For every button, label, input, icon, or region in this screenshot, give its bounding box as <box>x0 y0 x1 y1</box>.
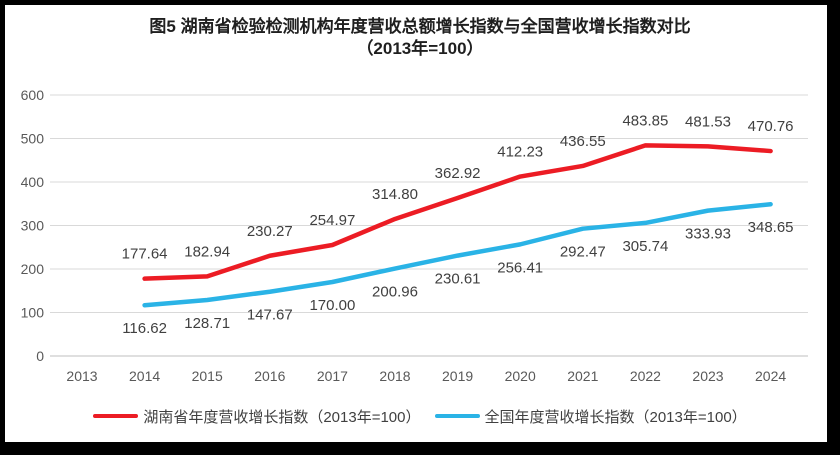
y-axis-tick-label: 600 <box>21 87 45 103</box>
x-axis-tick-label: 2021 <box>567 368 598 384</box>
point-label-1: 305.74 <box>622 238 668 255</box>
point-label-0: 481.53 <box>685 113 731 130</box>
series-line-0 <box>142 143 773 281</box>
x-axis-tick-label: 2013 <box>66 368 97 384</box>
x-axis-tick-label: 2014 <box>129 368 160 384</box>
national-series-line-swatch <box>434 413 480 419</box>
hunan-series-label: 湖南省年度营收增长指数（2013年=100） <box>143 408 421 426</box>
point-label-0: 436.55 <box>560 133 606 150</box>
y-axis-tick-label: 400 <box>21 174 45 190</box>
y-axis-tick-label: 0 <box>36 348 44 364</box>
y-axis-tick-label: 500 <box>21 130 45 146</box>
point-label-1: 256.41 <box>497 259 543 276</box>
point-label-0: 412.23 <box>497 144 543 161</box>
hunan-series-line-swatch <box>93 413 139 419</box>
point-label-0: 230.27 <box>247 223 293 240</box>
national-series-label: 全国年度营收增长指数（2013年=100） <box>484 408 747 426</box>
chart-title-line2: （2013年=100） <box>356 39 484 58</box>
chart-title: 图5 湖南省检验检测机构年度营收总额增长指数与全国营收增长指数对比 （2013年… <box>0 16 840 60</box>
legend-item-national: 全国年度营收增长指数（2013年=100） <box>434 406 747 427</box>
x-axis-tick-label: 2015 <box>192 368 223 384</box>
point-label-1: 200.96 <box>372 284 418 301</box>
point-label-0: 177.64 <box>122 246 168 263</box>
x-axis-tick-label: 2024 <box>755 368 786 384</box>
point-label-0: 362.92 <box>435 165 481 182</box>
x-axis-tick-label: 2019 <box>442 368 473 384</box>
chart-legend: 湖南省年度营收增长指数（2013年=100） 全国年度营收增长指数（2013年=… <box>0 403 840 429</box>
y-axis-tick-label: 200 <box>21 261 45 277</box>
x-axis-tick-label: 2023 <box>692 368 723 384</box>
point-label-0: 470.76 <box>748 118 794 135</box>
point-label-1: 170.00 <box>309 297 355 314</box>
series-line-1 <box>142 201 773 308</box>
point-label-1: 230.61 <box>435 271 481 288</box>
x-axis-tick-label: 2022 <box>630 368 661 384</box>
y-axis-tick-label: 300 <box>21 217 45 233</box>
point-label-1: 116.62 <box>122 320 167 337</box>
x-axis-tick-label: 2016 <box>254 368 285 384</box>
x-axis-tick-label: 2017 <box>317 368 348 384</box>
y-axis-tick-label: 100 <box>21 304 45 320</box>
point-label-1: 147.67 <box>247 307 293 324</box>
point-label-1: 292.47 <box>560 244 606 261</box>
point-label-1: 348.65 <box>748 219 794 236</box>
point-label-0: 314.80 <box>372 186 418 203</box>
point-label-0: 254.97 <box>309 212 355 229</box>
point-label-1: 333.93 <box>685 226 731 243</box>
legend-item-hunan: 湖南省年度营收增长指数（2013年=100） <box>93 406 421 427</box>
x-axis-tick-label: 2020 <box>505 368 536 384</box>
chart-title-line1: 图5 湖南省检验检测机构年度营收总额增长指数与全国营收增长指数对比 <box>149 17 691 36</box>
x-axis-tick-label: 2018 <box>379 368 410 384</box>
point-label-0: 182.94 <box>184 243 230 260</box>
point-label-1: 128.71 <box>184 315 230 332</box>
point-label-0: 483.85 <box>622 112 668 129</box>
